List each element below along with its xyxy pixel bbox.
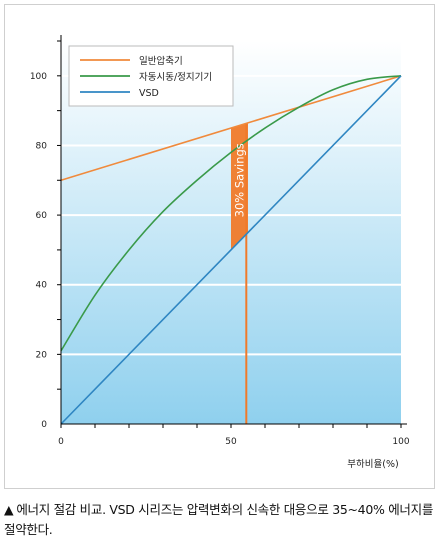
caption-text: 에너지 절감 비교. VSD 시리즈는 압력변화의 신속한 대응으로 35~40… — [4, 502, 434, 537]
savings-fill — [231, 122, 248, 250]
caption: ▲ 에너지 절감 비교. VSD 시리즈는 압력변화의 신속한 대응으로 35~4… — [4, 500, 438, 540]
x-tick-label-0: 0 — [58, 437, 64, 447]
legend-label-2: VSD — [139, 88, 159, 99]
y-tick-label-100: 100 — [30, 72, 47, 82]
series-line-2 — [60, 75, 402, 425]
axes — [57, 35, 407, 428]
x-tick-label-100: 100 — [392, 437, 409, 447]
x-tick-label-50: 50 — [225, 437, 237, 447]
savings-region — [231, 122, 248, 424]
series-lines — [60, 75, 402, 425]
y-tick-label-40: 40 — [36, 281, 48, 291]
legend-label-0: 일반압축기 — [139, 55, 183, 67]
legend-label-1: 자동시동/정지기기 — [139, 72, 212, 83]
series-line-1 — [60, 75, 402, 352]
y-tick-label-20: 20 — [36, 350, 48, 360]
x-axis-label: 부하비율(%) — [347, 458, 398, 470]
y-tick-label-60: 60 — [36, 211, 48, 221]
triangle-marker-icon: ▲ — [4, 502, 14, 517]
savings-annotation: 30% Savings — [233, 143, 247, 217]
y-tick-label-0: 0 — [41, 420, 47, 430]
y-tick-label-80: 80 — [36, 141, 48, 151]
tick-labels: 0 20 40 60 80 100 0 50 100 — [30, 72, 410, 447]
series-line-0 — [60, 75, 402, 182]
